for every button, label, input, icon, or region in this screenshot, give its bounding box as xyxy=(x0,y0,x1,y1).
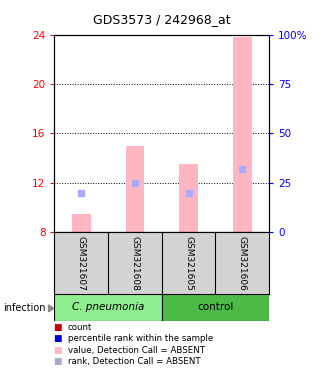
Text: percentile rank within the sample: percentile rank within the sample xyxy=(68,334,213,343)
Bar xyxy=(72,214,91,232)
Text: C. pneumonia: C. pneumonia xyxy=(72,302,144,312)
Bar xyxy=(162,294,269,321)
Text: rank, Detection Call = ABSENT: rank, Detection Call = ABSENT xyxy=(68,357,200,366)
Text: GSM321606: GSM321606 xyxy=(238,236,247,290)
Bar xyxy=(54,294,162,321)
Text: GSM321607: GSM321607 xyxy=(77,236,86,290)
Bar xyxy=(233,37,251,232)
Text: infection: infection xyxy=(3,303,46,313)
Text: value, Detection Call = ABSENT: value, Detection Call = ABSENT xyxy=(68,346,205,355)
Bar xyxy=(179,164,198,232)
Text: GSM321605: GSM321605 xyxy=(184,236,193,290)
Text: ■: ■ xyxy=(53,334,62,343)
Text: control: control xyxy=(197,302,234,312)
Text: GDS3573 / 242968_at: GDS3573 / 242968_at xyxy=(93,13,231,26)
Text: GSM321608: GSM321608 xyxy=(130,236,139,290)
Text: ■: ■ xyxy=(53,357,62,366)
Bar xyxy=(125,146,144,232)
Text: count: count xyxy=(68,323,92,332)
Text: ■: ■ xyxy=(53,346,62,355)
Text: ■: ■ xyxy=(53,323,62,332)
Polygon shape xyxy=(49,305,54,312)
